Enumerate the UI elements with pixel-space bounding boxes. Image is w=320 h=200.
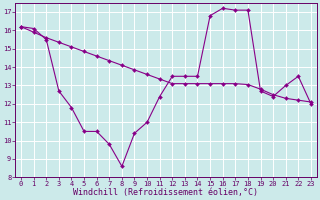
X-axis label: Windchill (Refroidissement éolien,°C): Windchill (Refroidissement éolien,°C) <box>74 188 259 197</box>
